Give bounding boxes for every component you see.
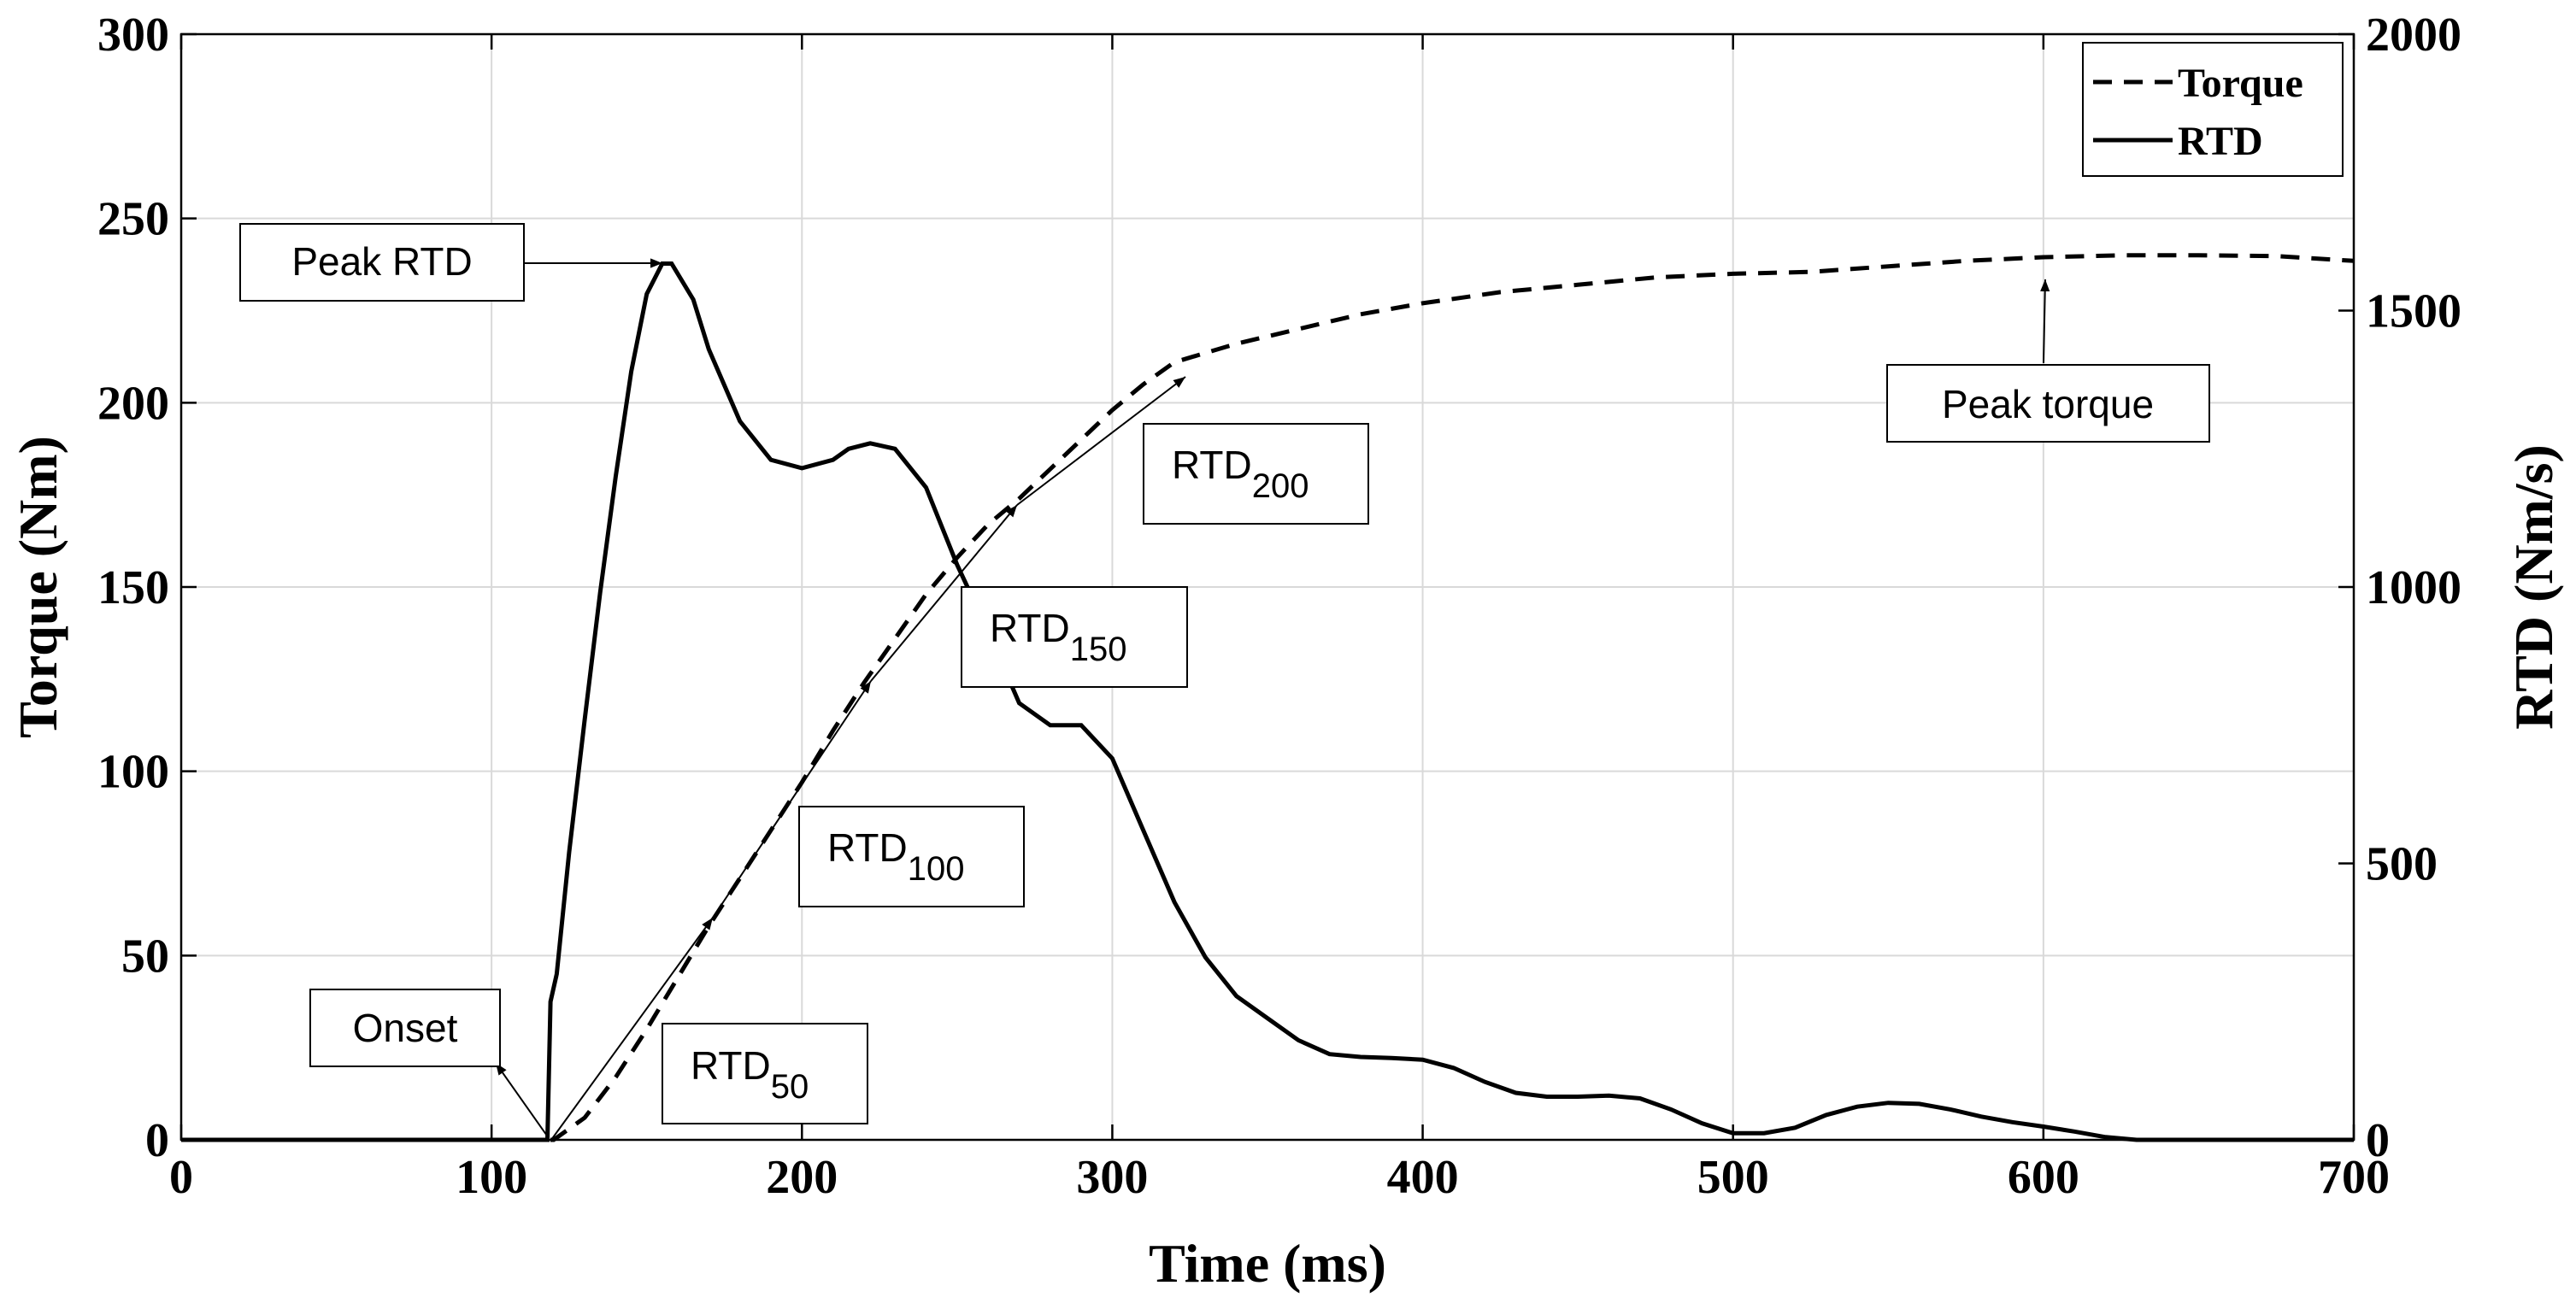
annotation-arrow-rtd200 xyxy=(1016,376,1186,506)
svg-text:RTD150: RTD150 xyxy=(990,606,1126,668)
series-line-rtd xyxy=(181,261,2354,1142)
y-left-tick-label: 150 xyxy=(97,561,169,614)
legend-box xyxy=(2082,42,2344,177)
annotation-label: RTD xyxy=(1172,443,1252,487)
y-right-tick-label: 2000 xyxy=(2366,9,2461,62)
annotation-arrow-rtd50 xyxy=(550,917,714,1141)
y-axis-right-ticks: 0 500 1000 1500 2000 xyxy=(2338,9,2461,1167)
x-axis-label: Time (ms) xyxy=(1149,1233,1386,1294)
svg-text:Peak torque: Peak torque xyxy=(1942,382,2154,426)
annotation-label: Onset xyxy=(353,1006,458,1050)
annotation-label: RTD xyxy=(691,1043,771,1088)
svg-text:Peak RTD: Peak RTD xyxy=(291,239,472,284)
x-tick-label: 200 xyxy=(766,1151,838,1204)
annotation-arrow-peak-torque xyxy=(2040,279,2050,364)
x-tick-label: 500 xyxy=(1697,1151,1769,1204)
y-right-tick-label: 1000 xyxy=(2366,561,2461,614)
x-axis-ticks: 0 100 200 300 400 500 600 700 xyxy=(169,34,2390,1204)
y-left-tick-label: 200 xyxy=(97,377,169,430)
annotation-arrows xyxy=(495,258,2050,1141)
x-tick-label: 700 xyxy=(2318,1151,2390,1204)
x-tick-label: 600 xyxy=(2008,1151,2079,1204)
series-layer xyxy=(181,253,2355,1142)
legend-label-rtd: RTD xyxy=(2178,119,2263,164)
annotation-label: RTD xyxy=(827,825,908,870)
annotation-label: Peak RTD xyxy=(291,239,472,284)
annotation-label: Peak torque xyxy=(1942,382,2154,426)
annotation-arrow-rtd100 xyxy=(712,680,872,919)
annotation-onset: Onset xyxy=(309,989,501,1067)
y-left-tick-label: 0 xyxy=(145,1114,169,1167)
y-axis-right-label: RTD (Nm/s) xyxy=(2503,444,2564,730)
annotation-subscript: 100 xyxy=(908,850,965,888)
y-left-tick-label: 300 xyxy=(97,9,169,62)
annotation-rtd100: RTD100 xyxy=(798,806,1025,907)
y-axis-left-ticks: 0 50 100 150 200 250 300 xyxy=(97,9,197,1167)
annotation-rtd150: RTD150 xyxy=(961,586,1188,688)
annotation-peak-torque: Peak torque xyxy=(1886,364,2210,443)
axes: 0 100 200 300 400 500 600 700 05010015020025030… xyxy=(8,9,2564,1294)
annotation-subscript: 50 xyxy=(771,1068,809,1106)
annotation-arrow-rtd150 xyxy=(870,504,1018,682)
annotation-subscript: 150 xyxy=(1070,631,1127,668)
y-axis-left-label: Torque (Nm) xyxy=(8,436,68,738)
x-tick-label: 400 xyxy=(1387,1151,1459,1204)
annotation-boxes: Peak RTD Onset RTD50 RTD100 RTD150 RTD20… xyxy=(239,223,2210,1124)
y-left-tick-label: 250 xyxy=(97,193,169,246)
y-left-tick-label: 100 xyxy=(97,746,169,799)
svg-text:RTD200: RTD200 xyxy=(1172,443,1309,505)
legend-label-torque: Torque xyxy=(2178,61,2303,106)
svg-text:RTD50: RTD50 xyxy=(691,1043,809,1106)
legend: Torque RTD xyxy=(2082,42,2344,177)
y-right-tick-label: 500 xyxy=(2366,838,2438,891)
svg-text:Onset: Onset xyxy=(353,1006,458,1050)
y-right-tick-label: 1500 xyxy=(2366,285,2461,338)
annotation-subscript: 200 xyxy=(1252,467,1309,505)
annotation-rtd200: RTD200 xyxy=(1143,423,1369,525)
svg-text:RTD100: RTD100 xyxy=(827,825,964,888)
series-line-torque xyxy=(181,253,2355,1142)
x-tick-label: 100 xyxy=(456,1151,527,1204)
x-tick-label: 0 xyxy=(169,1151,193,1204)
y-right-tick-label: 0 xyxy=(2366,1114,2390,1167)
x-tick-label: 300 xyxy=(1076,1151,1148,1204)
annotation-label: RTD xyxy=(990,606,1070,650)
annotation-rtd50: RTD50 xyxy=(662,1023,868,1124)
annotation-peak-rtd: Peak RTD xyxy=(239,223,525,302)
annotation-arrow-onset xyxy=(495,1062,550,1139)
y-left-tick-label: 50 xyxy=(121,930,169,983)
